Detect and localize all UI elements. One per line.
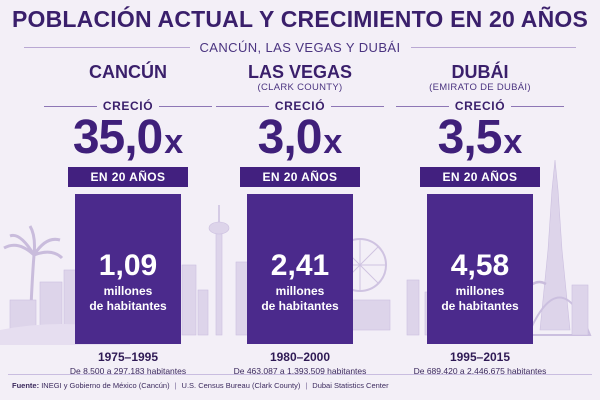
period-badge: EN 20 AÑOS [420,167,540,187]
divider [44,105,97,107]
separator: | [305,381,308,390]
period-years: 1995–2015 [449,350,511,364]
population-bar: 2,41 millones de habitantes [247,194,353,344]
population-unit-line1: millones [455,284,505,298]
divider [24,46,190,48]
growth-factor: 35,0x [38,114,218,164]
page-title: POBLACIÓN ACTUAL Y CRECIMIENTO EN 20 AÑO… [11,6,589,32]
city-column-las-vegas: LAS VEGAS (CLARK COUNTY) CRECIÓ 3,0x EN … [210,62,390,376]
period-years: 1980–2000 [269,350,331,364]
period-badge: EN 20 AÑOS [240,167,360,187]
growth-label: CRECIÓ [102,99,154,113]
source-item: Dubai Statistics Center [312,381,389,390]
divider [216,105,269,107]
source-label: Fuente: [12,381,40,390]
page-subtitle: CANCÚN, LAS VEGAS Y DUBÁI [199,39,401,55]
population-value: 1,09 [98,249,158,282]
population-bar: 4,58 millones de habitantes [427,194,533,344]
city-region [38,82,218,94]
population-unit-line2: de habitantes [261,299,339,313]
separator: | [174,381,177,390]
growth-factor-suffix: x [503,123,523,161]
population-unit-line1: millones [103,284,153,298]
growth-factor: 3,0x [210,114,390,164]
population-unit-line2: de habitantes [441,299,519,313]
growth-factor-value: 3,5 [437,111,503,164]
source-footer: Fuente: INEGI y Gobierno de México (Canc… [12,381,592,390]
divider [410,46,577,48]
population-unit-line1: millones [275,284,325,298]
divider [331,105,384,107]
palm-tree-icon [28,254,36,331]
city-column-dubai: DUBÁI (EMIRATO DE DUBÁI) CRECIÓ 3,5x EN … [390,62,570,376]
source-item: U.S. Census Bureau (Clark County) [181,381,301,390]
source-item: INEGI y Gobierno de México (Cancún) [41,381,170,390]
population-range: De 463.087 a 1.393.509 habitantes [233,366,367,376]
growth-factor-value: 35,0 [72,111,163,164]
city-name: LAS VEGAS [247,62,353,82]
city-name: CANCÚN [89,62,167,82]
growth-label-row: CRECIÓ [210,98,390,114]
population-unit-line2: de habitantes [89,299,167,313]
subtitle-row: CANCÚN, LAS VEGAS Y DUBÁI [24,39,577,55]
period-badge: EN 20 AÑOS [68,167,188,187]
city-name: DUBÁI [451,62,509,82]
city-region: (CLARK COUNTY) [257,82,343,93]
growth-factor-suffix: x [164,123,184,161]
population-range: De 689.420 a 2.446.675 habitantes [413,366,547,376]
population-range: De 8.500 a 297.183 habitantes [69,366,187,376]
growth-label: CRECIÓ [454,99,506,113]
footer-divider [8,374,592,375]
city-region: (EMIRATO DE DUBÁI) [429,82,531,93]
growth-label-row: CRECIÓ [390,98,570,114]
population-bar: 1,09 millones de habitantes [75,194,181,344]
growth-label: CRECIÓ [274,99,326,113]
population-value: 4,58 [450,249,510,282]
divider [396,105,449,107]
population-value: 2,41 [270,249,330,282]
growth-factor: 3,5x [390,114,570,164]
city-column-cancun: CANCÚN CRECIÓ 35,0x EN 20 AÑOS 1,09 mill… [38,62,218,376]
growth-label-row: CRECIÓ [38,98,218,114]
growth-factor-suffix: x [323,123,343,161]
period-years: 1975–1995 [97,350,159,364]
growth-factor-value: 3,0 [257,111,323,164]
divider [159,105,212,107]
divider [511,105,564,107]
